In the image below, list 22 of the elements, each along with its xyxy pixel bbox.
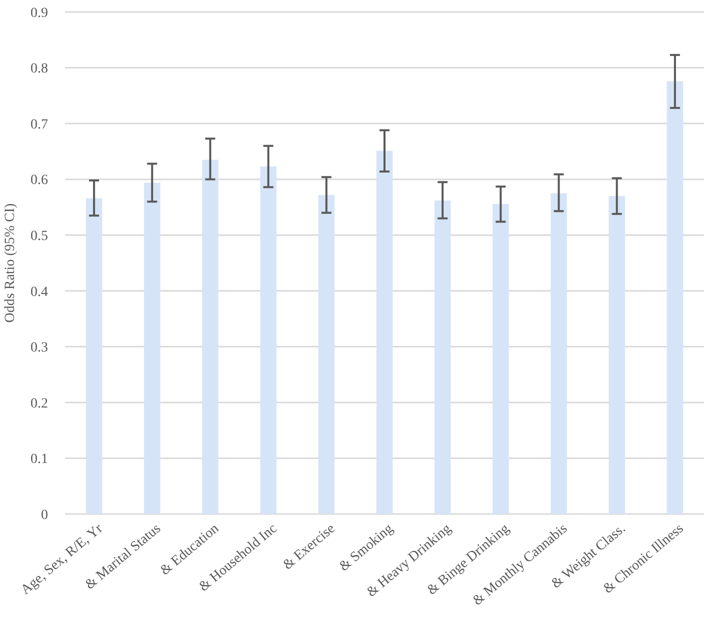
bar — [666, 81, 684, 514]
y-tick-label: 0.5 — [30, 229, 48, 244]
y-axis-title: Odds Ratio (95% CI) — [3, 202, 18, 323]
y-tick-label: 0.9 — [30, 6, 48, 21]
bar — [434, 200, 451, 514]
y-tick-label: 0 — [41, 508, 48, 523]
y-tick-label: 0.4 — [30, 284, 48, 300]
bar — [260, 166, 276, 514]
y-tick-label: 0.7 — [30, 117, 48, 132]
y-tick-label: 0.2 — [30, 396, 48, 412]
bar — [86, 198, 102, 514]
y-tick-label: 0.1 — [30, 452, 48, 468]
y-tick-label: 0.8 — [30, 62, 48, 77]
bar — [144, 182, 160, 514]
bar — [376, 150, 393, 514]
bar — [492, 204, 509, 514]
y-tick-label: 0.6 — [30, 173, 48, 188]
bar — [202, 160, 218, 514]
bar — [318, 194, 335, 514]
bar — [608, 196, 625, 514]
bar — [550, 193, 567, 514]
y-tick-label: 0.3 — [30, 340, 48, 356]
